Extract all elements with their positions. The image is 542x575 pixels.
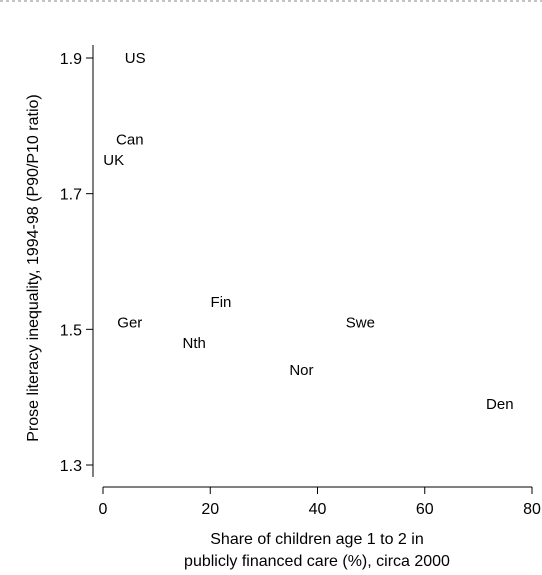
y-tick-label: 1.7 <box>60 187 82 204</box>
point-label-ger: Ger <box>117 315 142 332</box>
x-axis-title-line-1: Share of children age 1 to 2 in <box>210 531 423 548</box>
data-points: US Can UK Ger Fin Nth Swe Nor Den <box>103 50 513 413</box>
point-label-uk: UK <box>103 152 124 169</box>
point-label-nor: Nor <box>289 362 313 379</box>
point-label-us: US <box>125 50 146 67</box>
y-axis-title: Prose literacy inequality, 1994-98 (P90/… <box>25 94 42 441</box>
y-axis-ticks: 1.3 1.5 1.7 1.9 <box>60 51 93 475</box>
x-tick-label: 60 <box>416 501 434 518</box>
point-label-fin: Fin <box>211 294 232 311</box>
y-tick-label: 1.9 <box>60 51 82 68</box>
point-label-nth: Nth <box>182 335 205 352</box>
x-axis-title-line-2: publicly financed care (%), circa 2000 <box>184 553 450 570</box>
x-tick-label: 80 <box>523 501 541 518</box>
point-label-can: Can <box>116 131 144 148</box>
y-tick-label: 1.5 <box>60 322 82 339</box>
point-label-den: Den <box>486 396 514 413</box>
y-tick-label: 1.3 <box>60 458 82 475</box>
x-tick-label: 0 <box>99 501 108 518</box>
point-label-swe: Swe <box>346 315 375 332</box>
x-axis-ticks: 0 20 40 60 80 <box>99 487 541 518</box>
x-tick-label: 40 <box>309 501 327 518</box>
x-tick-label: 20 <box>201 501 219 518</box>
